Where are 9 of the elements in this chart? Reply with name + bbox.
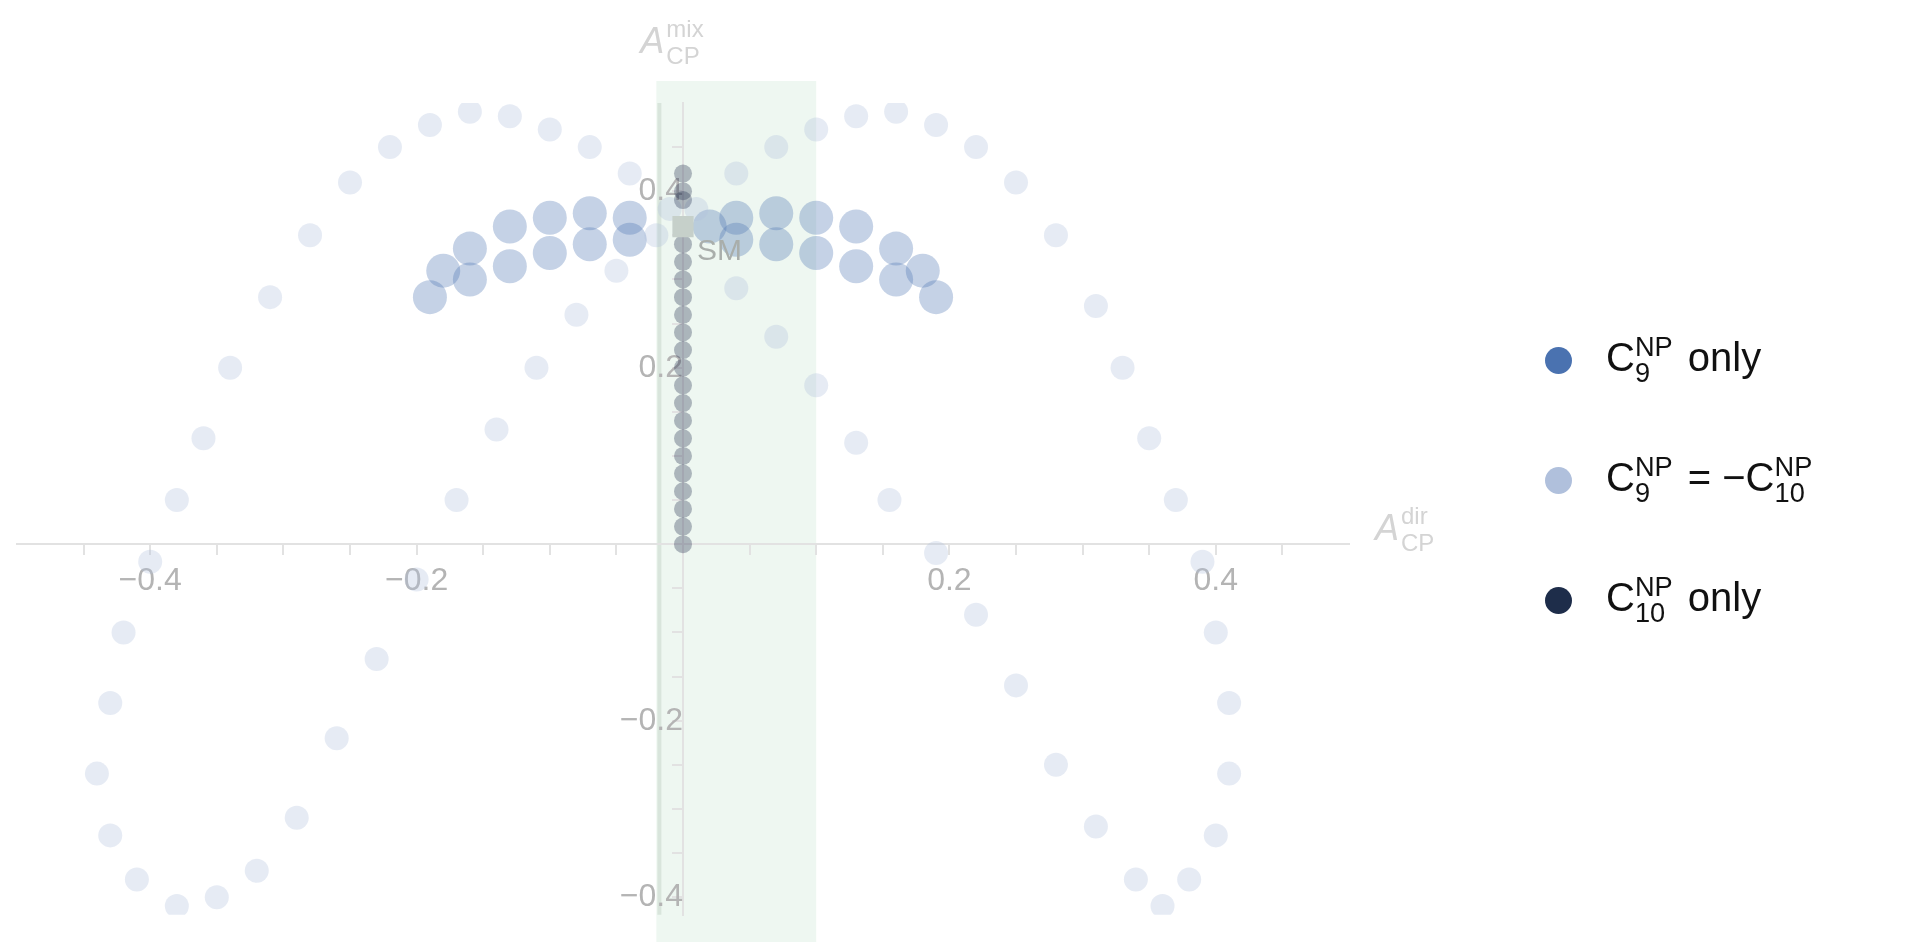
x-tick-label: 0.4 xyxy=(1193,561,1239,598)
y-tick-label: −0.4 xyxy=(619,876,683,913)
annotation: SM xyxy=(697,232,742,266)
legend-label: C$_{9}$$^{NP}$ only xyxy=(1606,331,1762,389)
x-tick-label: −0.2 xyxy=(385,561,449,598)
x-tick-label: 0.2 xyxy=(927,561,972,598)
legend-label: C$_{10}$$^{NP}$ only xyxy=(1606,571,1762,629)
x-tick-label: −0.4 xyxy=(118,561,182,598)
y-tick-label: −0.2 xyxy=(619,700,683,737)
